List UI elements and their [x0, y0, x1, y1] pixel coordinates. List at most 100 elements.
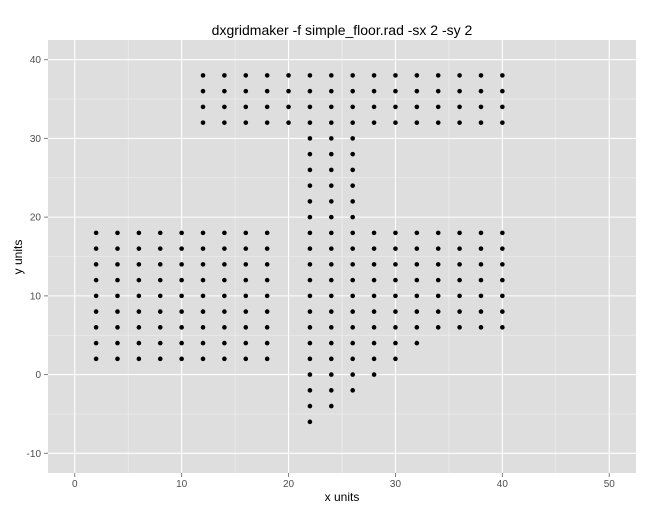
x-tick-label: 30: [390, 479, 402, 490]
data-point: [115, 309, 120, 314]
data-point: [179, 262, 184, 267]
data-point: [115, 246, 120, 251]
data-point: [414, 88, 420, 94]
data-point: [435, 325, 441, 330]
data-point: [307, 88, 313, 94]
data-point: [93, 293, 99, 299]
data-point: [350, 73, 355, 78]
data-point: [307, 372, 313, 377]
data-point: [500, 104, 505, 110]
data-point: [307, 356, 313, 362]
y-tick-label: 30: [30, 134, 42, 145]
data-point: [200, 325, 206, 330]
data-point: [478, 277, 484, 283]
data-point: [243, 277, 249, 283]
data-point: [435, 246, 441, 251]
data-point: [393, 120, 398, 125]
data-point: [115, 277, 120, 283]
data-point: [264, 309, 270, 314]
data-point: [329, 246, 334, 251]
data-point: [307, 73, 313, 78]
data-point: [200, 356, 206, 362]
data-point: [179, 293, 184, 299]
data-point: [264, 356, 270, 362]
data-point: [307, 325, 313, 330]
data-point: [435, 262, 441, 267]
data-point: [457, 230, 462, 236]
data-point: [243, 356, 249, 362]
data-point: [457, 293, 462, 299]
data-point: [414, 73, 420, 78]
data-point: [500, 230, 505, 236]
data-point: [307, 199, 313, 204]
data-point: [393, 309, 398, 314]
data-point: [286, 104, 291, 110]
data-point: [500, 120, 505, 125]
data-point: [329, 183, 334, 188]
data-point: [307, 388, 313, 393]
data-point: [457, 73, 462, 78]
data-point: [414, 104, 420, 110]
data-point: [414, 120, 420, 125]
data-point: [222, 246, 227, 251]
data-points: [93, 73, 505, 425]
data-point: [371, 73, 377, 78]
data-point: [393, 262, 398, 267]
data-point: [500, 88, 505, 94]
data-point: [371, 104, 377, 110]
data-point: [286, 120, 291, 125]
data-point: [222, 104, 227, 110]
data-point: [329, 136, 334, 141]
data-point: [264, 262, 270, 267]
x-tick-label: 50: [604, 479, 616, 490]
data-point: [350, 293, 355, 299]
data-point: [157, 277, 163, 283]
data-point: [457, 246, 462, 251]
data-point: [329, 214, 334, 220]
data-point: [350, 151, 355, 157]
data-point: [157, 356, 163, 362]
data-point: [478, 293, 484, 299]
data-point: [350, 88, 355, 94]
data-point: [457, 325, 462, 330]
data-point: [157, 309, 163, 314]
data-point: [200, 104, 206, 110]
data-point: [200, 293, 206, 299]
data-point: [157, 293, 163, 299]
data-point: [329, 403, 334, 409]
data-point: [115, 293, 120, 299]
data-point: [457, 104, 462, 110]
data-point: [200, 262, 206, 267]
data-point: [350, 340, 355, 346]
data-point: [329, 230, 334, 236]
data-point: [500, 277, 505, 283]
data-point: [350, 388, 355, 393]
data-point: [371, 325, 377, 330]
data-point: [329, 262, 334, 267]
data-point: [157, 230, 163, 236]
data-point: [478, 88, 484, 94]
y-tick-label: 40: [30, 55, 42, 66]
data-point: [478, 246, 484, 251]
data-point: [307, 214, 313, 220]
data-point: [414, 230, 420, 236]
data-point: [350, 356, 355, 362]
data-point: [329, 277, 334, 283]
data-point: [243, 88, 249, 94]
data-point: [414, 293, 420, 299]
data-point: [371, 230, 377, 236]
data-point: [222, 293, 227, 299]
data-point: [243, 340, 249, 346]
data-point: [136, 246, 142, 251]
data-point: [478, 309, 484, 314]
data-point: [414, 262, 420, 267]
data-point: [136, 230, 142, 236]
data-point: [179, 246, 184, 251]
data-point: [307, 136, 313, 141]
data-point: [243, 104, 249, 110]
data-point: [179, 356, 184, 362]
data-point: [93, 230, 99, 236]
data-point: [329, 293, 334, 299]
x-tick-label: 20: [283, 479, 295, 490]
